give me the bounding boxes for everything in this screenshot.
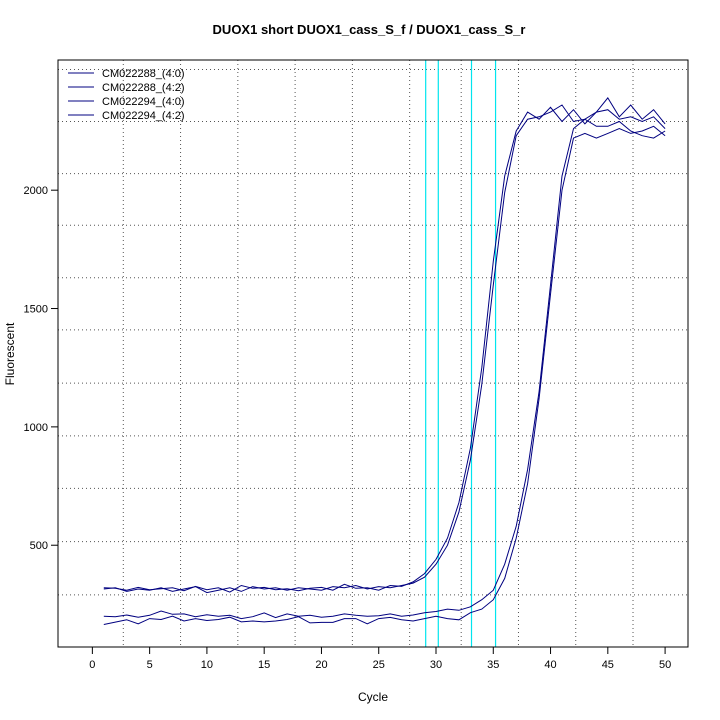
x-tick-label: 30 — [430, 659, 442, 671]
legend-label-3: CM022294_(4:0) — [102, 96, 185, 108]
grid-layer — [58, 60, 688, 647]
legend-label-2: CM022288_(4:2) — [102, 82, 185, 94]
y-axis-title: Fluorescent — [3, 322, 17, 385]
x-tick-label: 40 — [544, 659, 556, 671]
y-axis: 500 1000 1500 2000 — [24, 185, 59, 552]
series-layer — [103, 97, 666, 625]
threshold-lines — [425, 60, 497, 647]
series-line-4 — [103, 125, 666, 625]
y-tick-label: 1500 — [24, 304, 48, 316]
x-tick-label: 15 — [258, 659, 270, 671]
legend: CM022288_(4:0) CM022288_(4:2) CM022294_(4:… — [68, 68, 185, 122]
x-axis: 0 5 10 15 20 25 30 35 40 45 50 — [89, 646, 671, 671]
x-tick-label: 10 — [201, 659, 213, 671]
x-tick-label: 25 — [373, 659, 385, 671]
series-line-1 — [103, 104, 666, 594]
x-tick-label: 50 — [659, 659, 671, 671]
y-tick-label: 2000 — [24, 185, 48, 197]
x-tick-label: 20 — [315, 659, 327, 671]
series-line-2 — [103, 97, 666, 593]
x-tick-label: 0 — [89, 659, 95, 671]
x-tick-label: 5 — [147, 659, 153, 671]
x-tick-label: 35 — [487, 659, 499, 671]
y-tick-label: 500 — [30, 540, 48, 552]
x-tick-label: 45 — [602, 659, 614, 671]
x-axis-title: Cycle — [358, 690, 388, 704]
chart-title: DUOX1 short DUOX1_cass_S_f / DUOX1_cass_… — [213, 22, 526, 37]
series-line-3 — [103, 118, 666, 620]
plot-frame — [57, 59, 689, 648]
legend-label-1: CM022288_(4:0) — [102, 68, 185, 80]
legend-label-4: CM022294_(4:2) — [102, 110, 185, 122]
y-tick-label: 1000 — [24, 422, 48, 434]
